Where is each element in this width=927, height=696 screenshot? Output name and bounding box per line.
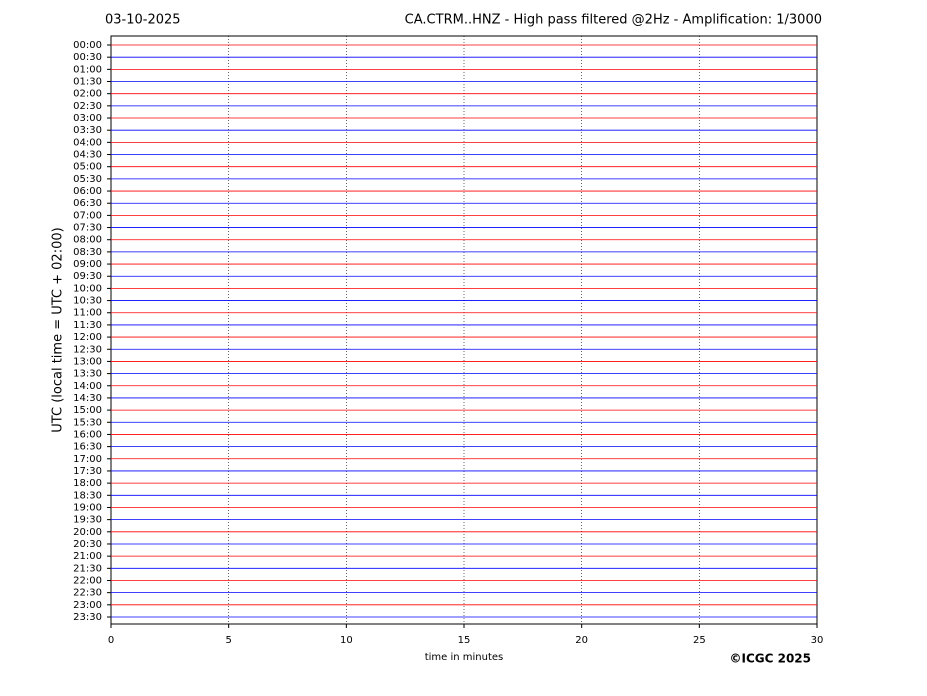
x-tick-label: 0 xyxy=(108,635,114,646)
y-tick-label: 07:00 xyxy=(73,210,102,221)
x-tick-label: 20 xyxy=(575,635,588,646)
chart-title: CA.CTRM..HNZ - High pass filtered @2Hz -… xyxy=(405,13,822,28)
y-tick-label: 08:00 xyxy=(73,235,102,246)
y-tick-label: 19:30 xyxy=(73,515,102,526)
y-tick-label: 05:00 xyxy=(73,162,102,173)
y-tick-label: 04:00 xyxy=(73,137,102,148)
y-tick-label: 01:30 xyxy=(73,77,102,88)
y-tick-label: 04:30 xyxy=(73,150,102,161)
y-tick-label: 11:00 xyxy=(73,308,102,319)
y-tick-label: 18:00 xyxy=(73,478,102,489)
y-tick-label: 15:30 xyxy=(73,417,102,428)
y-tick-label: 19:00 xyxy=(73,502,102,513)
y-tick-label: 20:30 xyxy=(73,539,102,550)
y-tick-label: 18:30 xyxy=(73,490,102,501)
y-tick-label: 10:30 xyxy=(73,296,102,307)
y-tick-label: 22:00 xyxy=(73,575,102,586)
y-tick-label: 21:30 xyxy=(73,563,102,574)
y-tick-label: 21:00 xyxy=(73,551,102,562)
x-tick-label: 30 xyxy=(811,635,824,646)
y-tick-label: 09:30 xyxy=(73,271,102,282)
y-tick-label: 14:30 xyxy=(73,393,102,404)
copyright: ©ICGC 2025 xyxy=(729,652,811,666)
x-tick-label: 15 xyxy=(458,635,471,646)
y-tick-label: 00:30 xyxy=(73,52,102,63)
y-tick-label: 07:30 xyxy=(73,223,102,234)
x-tick-label: 25 xyxy=(693,635,706,646)
y-tick-label: 03:30 xyxy=(73,125,102,136)
y-tick-label: 20:00 xyxy=(73,527,102,538)
y-tick-label: 10:00 xyxy=(73,283,102,294)
y-tick-label: 14:00 xyxy=(73,381,102,392)
y-tick-label: 03:00 xyxy=(73,113,102,124)
y-tick-label: 17:00 xyxy=(73,454,102,465)
y-tick-label: 06:00 xyxy=(73,186,102,197)
y-tick-label: 06:30 xyxy=(73,198,102,209)
y-tick-label: 17:30 xyxy=(73,466,102,477)
y-tick-label: 05:30 xyxy=(73,174,102,185)
y-tick-label: 00:00 xyxy=(73,40,102,51)
y-tick-label: 15:00 xyxy=(73,405,102,416)
x-tick-label: 10 xyxy=(340,635,353,646)
y-tick-label: 01:00 xyxy=(73,64,102,75)
y-tick-label: 13:00 xyxy=(73,356,102,367)
y-tick-label: 02:30 xyxy=(73,101,102,112)
y-tick-label: 08:30 xyxy=(73,247,102,258)
y-tick-label: 16:30 xyxy=(73,442,102,453)
y-axis-label: UTC (local time = UTC + 02:00) xyxy=(51,227,66,432)
y-tick-label: 12:00 xyxy=(73,332,102,343)
y-tick-label: 09:00 xyxy=(73,259,102,270)
y-tick-label: 13:30 xyxy=(73,369,102,380)
y-tick-label: 11:30 xyxy=(73,320,102,331)
y-tick-label: 23:00 xyxy=(73,600,102,611)
y-tick-label: 23:30 xyxy=(73,612,102,623)
y-tick-label: 02:00 xyxy=(73,89,102,100)
date-title: 03-10-2025 xyxy=(105,13,181,28)
y-tick-label: 22:30 xyxy=(73,588,102,599)
x-axis-label: time in minutes xyxy=(425,652,504,663)
x-tick-label: 5 xyxy=(225,635,231,646)
y-tick-label: 12:30 xyxy=(73,344,102,355)
y-tick-label: 16:00 xyxy=(73,429,102,440)
